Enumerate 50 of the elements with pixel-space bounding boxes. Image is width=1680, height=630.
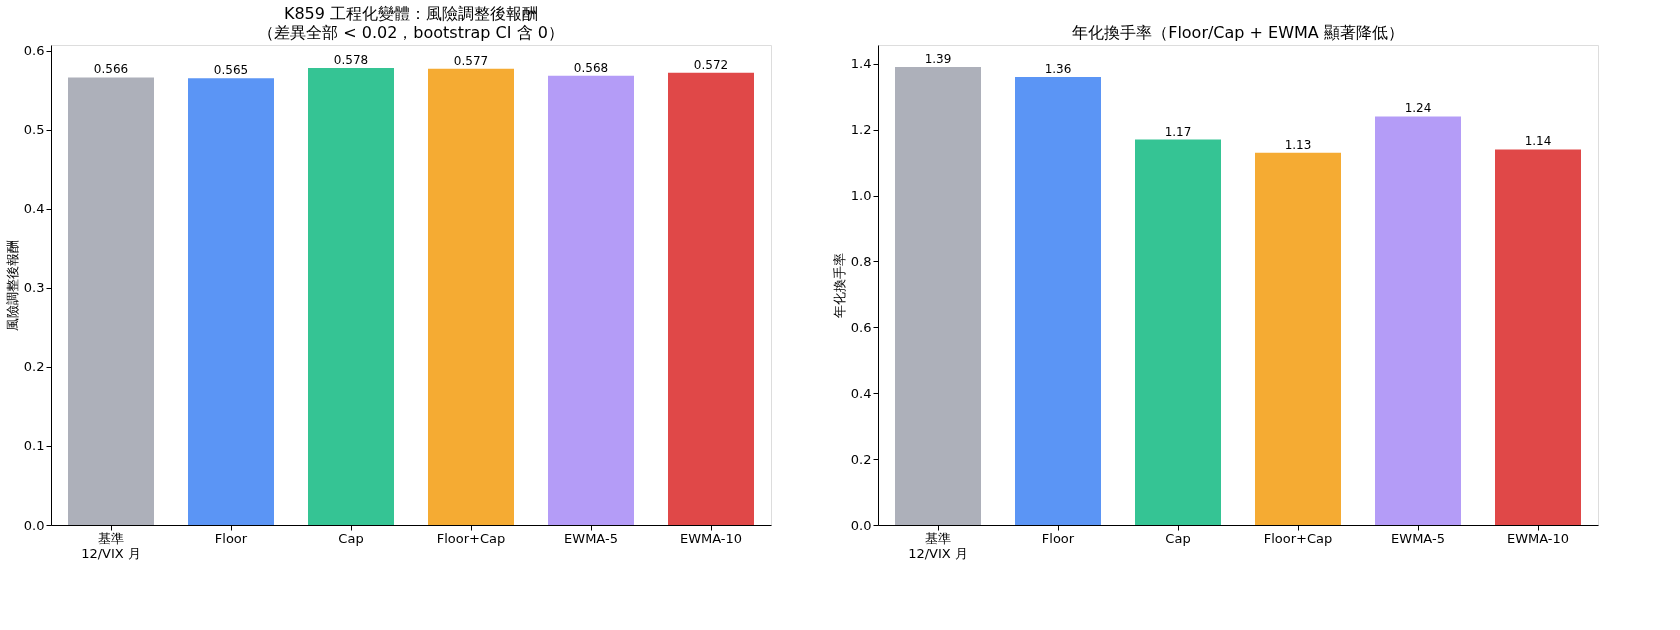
chart-title: 年化換手率（Floor/Cap + EWMA 顯著降低） [1072, 23, 1404, 42]
data-label: 1.17 [1164, 124, 1192, 139]
y-tick-label: 0.0 [23, 517, 45, 533]
data-label: 1.36 [1044, 61, 1072, 76]
y-tick-label: 0.2 [23, 359, 45, 375]
x-tick-label: EWMA-5 [564, 530, 618, 546]
x-tick-label: 基準 12/VIX 月 [908, 530, 968, 561]
y-tick-label: 1.2 [850, 122, 872, 138]
x-tick-label: Floor+Cap [1263, 530, 1333, 546]
x-tick-label: EWMA-10 [679, 530, 743, 546]
data-label: 0.566 [93, 62, 129, 77]
data-label: 0.568 [573, 60, 609, 75]
y-tick-label: 1.0 [850, 188, 872, 204]
data-label: 0.565 [213, 63, 249, 78]
y-tick-label: 0.4 [850, 385, 872, 401]
x-tick-label: Cap [338, 530, 364, 546]
y-axis-title: 年化換手率 [831, 253, 847, 318]
data-label: 1.39 [924, 52, 952, 67]
bar [1495, 149, 1581, 525]
y-tick-label: 1.4 [850, 56, 872, 72]
x-tick-label: Floor [1041, 530, 1075, 546]
y-tick-label: 0.5 [23, 122, 45, 138]
data-label: 0.572 [693, 57, 729, 72]
data-label: 1.24 [1404, 101, 1432, 116]
data-label: 0.577 [453, 53, 489, 68]
y-tick-label: 0.0 [850, 517, 872, 533]
bar [1135, 139, 1221, 525]
y-tick-label: 0.1 [23, 438, 45, 454]
y-tick-label: 0.8 [850, 253, 872, 269]
data-label: 0.578 [333, 52, 369, 67]
y-axis-title: 風險調整後報酬 [4, 240, 20, 331]
y-tick-label: 0.3 [23, 280, 45, 296]
x-tick-label: Floor+Cap [436, 530, 506, 546]
bar [895, 67, 981, 525]
y-tick-label: 0.6 [23, 43, 45, 59]
x-tick-label: Cap [1165, 530, 1191, 546]
chart-title: K859 工程化變體：風險調整後報酬 [283, 3, 539, 23]
x-tick-label: EWMA-5 [1391, 530, 1445, 546]
bar [1375, 116, 1461, 525]
x-tick-label: EWMA-10 [1506, 530, 1570, 546]
chart-subtitle: （差異全部 < 0.02，bootstrap CI 含 0） [258, 22, 564, 42]
data-label: 1.13 [1284, 137, 1312, 152]
data-label: 1.14 [1524, 134, 1552, 149]
y-tick-label: 0.6 [850, 319, 872, 335]
y-tick-label: 0.4 [23, 201, 45, 217]
x-tick-label: 基準 12/VIX 月 [81, 530, 141, 561]
bar [1255, 152, 1341, 525]
x-tick-label: Floor [214, 530, 248, 546]
bar [1015, 76, 1101, 525]
y-tick-label: 0.2 [850, 451, 872, 467]
